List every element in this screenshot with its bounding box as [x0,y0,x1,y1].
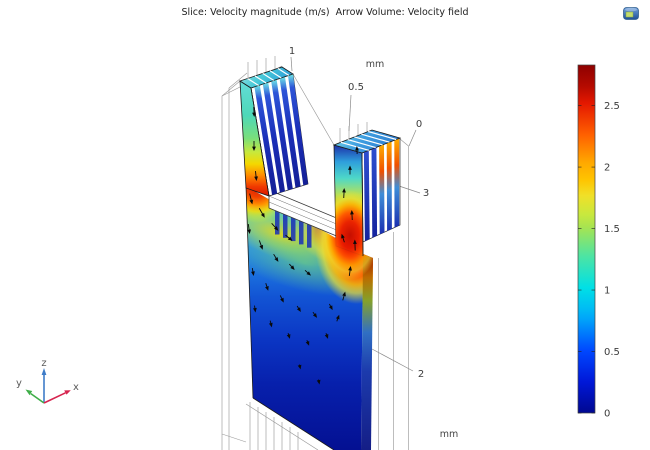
plot-title: Slice: Velocity magnitude (m/s) Arrow Vo… [181,7,469,18]
velocity-arrow [249,193,254,205]
z-tick-2: 2 [418,369,424,380]
velocity-arrow [271,222,279,231]
velocity-arrow [342,291,346,301]
right-channel-slices [320,129,402,280]
velocity-arrow [268,320,273,328]
z-axis-unit: mm [440,429,459,440]
velocity-arrow [341,233,345,243]
z-axis-arrowhead [41,368,47,375]
velocity-arrow [252,305,257,313]
velocity-arrow [342,188,346,199]
axis-labels: 1 mm 0.5 0 3 2 mm [289,46,458,440]
velocity-arrow-volume [247,106,359,385]
velocity-arrow [348,266,352,277]
velocity-arrow [285,234,293,241]
triad-z-label: z [41,358,46,369]
colorbar-tick-label: 0 [604,409,610,420]
plot-icon-glyph [623,7,639,20]
coordinate-triad: z y x [16,358,79,404]
left-inlet-channel-slices [239,66,309,197]
velocity-arrow [355,146,359,155]
velocity-arrow [353,239,357,251]
x-axis-arrowhead [64,390,71,395]
x-axis-arrow [43,392,66,404]
x-tick-1: 1 [289,46,295,57]
colorbar-tick-label: 1.5 [604,224,620,235]
y-axis-arrowhead [25,389,33,396]
velocity-arrow [247,223,251,234]
colorbar [577,64,596,414]
velocity-arrow [316,379,321,385]
triad-x-label: x [73,382,79,393]
velocity-arrow [258,208,265,218]
y-axis-arrow [30,392,45,404]
velocity-arrow [328,303,333,311]
velocity-arrow [265,283,269,291]
velocity-arrow [335,314,340,322]
z-tick-3: 3 [423,188,429,199]
x-tick-0: 0 [416,119,422,130]
velocity-arrow [252,106,256,117]
velocity-arrow [279,295,284,303]
color-legend: 2.5 2 1.5 1 0.5 0 [577,64,620,420]
colorbar-tick-label: 1 [604,286,610,297]
velocity-arrow [252,141,256,151]
velocity-arrow [273,253,279,262]
velocity-arrow [324,333,329,339]
plot-window-icon[interactable] [623,5,639,20]
velocity-arrow [296,305,301,312]
velocity-arrow [258,240,263,250]
velocity-arrow [305,340,310,346]
chamber-side-face [361,254,373,450]
x-axis-unit: mm [366,59,385,70]
triad-y-label: y [16,378,22,389]
velocity-arrow [304,269,311,276]
colorbar-tick-label: 2 [604,163,610,174]
colorbar-tick-label: 2.5 [604,101,620,112]
colorbar-ticks: 2.5 2 1.5 1 0.5 0 [578,101,620,420]
x-tick-05: 0.5 [348,82,364,93]
colorbar-tick-label: 0.5 [604,347,620,358]
velocity-arrow [286,333,291,339]
velocity-arrow [251,267,255,276]
velocity-arrow [350,210,354,221]
velocity-arrow [312,311,318,318]
velocity-arrow [254,170,258,181]
velocity-arrow [348,165,352,175]
velocity-arrow [297,364,302,370]
rear-slice-stripes [275,210,312,248]
velocity-arrow [288,263,295,270]
